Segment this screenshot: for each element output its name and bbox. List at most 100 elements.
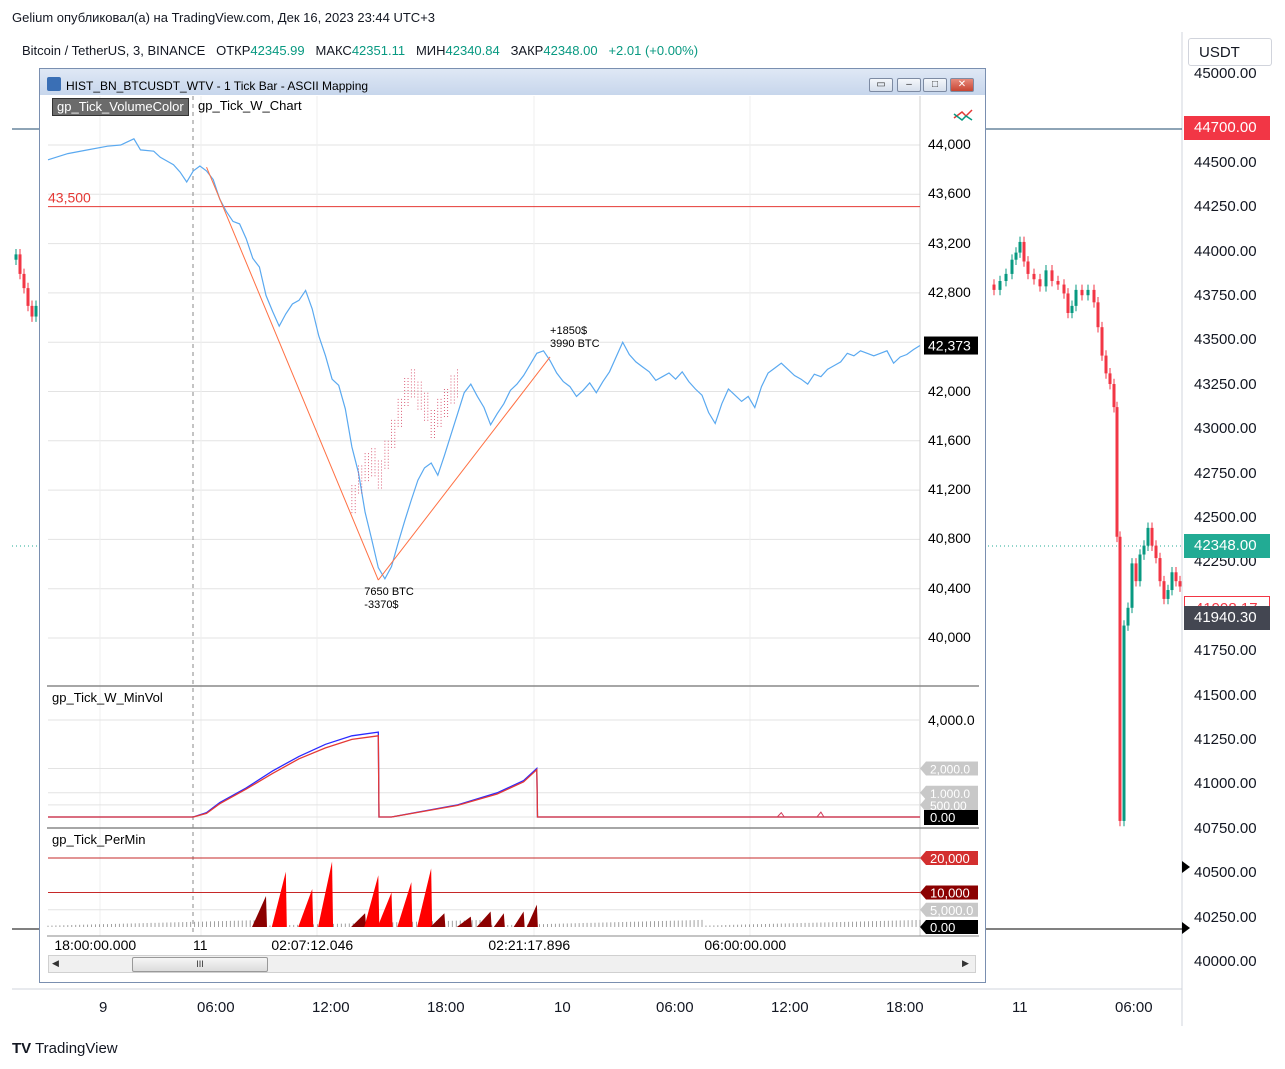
panel-title-permin: gp_Tick_PerMin [52, 832, 146, 847]
time-tick-label: 9 [99, 999, 108, 1016]
permin-spike [298, 889, 314, 927]
trade-annotation: -3370$ [364, 599, 398, 611]
chart-style-icon [953, 109, 973, 119]
permin-spike [513, 911, 525, 927]
window-titlebar[interactable] [40, 69, 985, 95]
candle [1178, 581, 1182, 587]
candle [1074, 289, 1078, 306]
price-tick-label: 42750.00 [1194, 464, 1257, 482]
candle [998, 281, 1002, 290]
permin-spike [456, 916, 472, 927]
indicator-price-tick: 43,200 [928, 234, 971, 251]
permin-spike [493, 913, 505, 927]
trend-line [206, 166, 379, 581]
legend-w-chart[interactable]: gp_Tick_W_Chart [198, 98, 302, 113]
candle [1092, 289, 1096, 303]
candle [1022, 241, 1026, 262]
permin-spike [271, 871, 287, 927]
minvol-tick: 2,000.0 [930, 763, 970, 777]
currency-selector[interactable]: USDT [1188, 38, 1272, 66]
candle [14, 254, 18, 260]
chart-style-icon [953, 113, 973, 121]
candle [1126, 607, 1130, 626]
candle [1044, 270, 1048, 287]
candle [1150, 527, 1154, 546]
low-label: МИН [415, 43, 446, 58]
indicator-price-tick: 40,000 [928, 629, 971, 645]
indicator-price-tick: 41,200 [928, 481, 971, 498]
permin-spike [430, 913, 446, 927]
price-tick-label: 40000.00 [1194, 953, 1257, 970]
minvol-tick: 1,000.0 [930, 787, 970, 801]
change-value: +2.01 (+0.00%) [608, 43, 699, 58]
minvol-tick: 0.00 [930, 810, 955, 825]
indicator-time-tick: 02:07:12.046 [271, 937, 353, 953]
candle [1062, 284, 1066, 294]
price-badge: 42348.00 [1184, 533, 1270, 558]
candle [1122, 625, 1126, 821]
price-tick-label: 40500.00 [1194, 864, 1257, 882]
price-tick-label: 43750.00 [1194, 287, 1257, 304]
price-tick-label: 41000.00 [1194, 775, 1257, 793]
price-tick-label: 40250.00 [1194, 908, 1257, 926]
permin-tick: 20,000 [930, 851, 970, 866]
candle [992, 284, 996, 290]
permin-tag [920, 851, 978, 865]
minvol-tag [920, 761, 978, 776]
permin-spike [252, 895, 267, 927]
candle [18, 254, 22, 274]
high-label: МАКС [315, 43, 352, 58]
candle [1100, 327, 1104, 356]
scroll-left-icon[interactable]: ◀ [52, 958, 59, 968]
price-scale-arrow [1182, 922, 1190, 934]
open-label: ОТКР [216, 43, 251, 58]
permin-spike [351, 913, 367, 927]
horizontal-scrollbar[interactable] [48, 955, 976, 973]
scrollbar-thumb[interactable]: III [132, 957, 268, 972]
candle [1104, 355, 1108, 374]
minvol-tag [920, 797, 978, 812]
open-value: 42345.99 [250, 43, 305, 58]
time-tick-label: 11 [1012, 999, 1028, 1016]
candle [1018, 241, 1022, 253]
candle [1038, 279, 1042, 287]
indicator-price-tick: 40,400 [928, 579, 971, 596]
permin-spike [417, 868, 433, 927]
indicator-time-tick: 18:00:00.000 [54, 937, 136, 953]
window-app-icon [47, 77, 61, 91]
candle [1004, 273, 1008, 282]
last-price-tag [924, 336, 978, 355]
low-value: 42340.84 [445, 43, 500, 58]
restore-icon[interactable]: ▭ [869, 78, 893, 92]
publisher-line: Gelium опубликовал(а) на TradingView.com… [12, 10, 436, 25]
price-tick-label: 41750.00 [1194, 642, 1257, 660]
candle [1080, 289, 1084, 296]
price-line [47, 138, 921, 581]
scroll-right-icon[interactable]: ▶ [962, 958, 969, 968]
tradingview-logo: TV TradingView [12, 1040, 118, 1057]
legend-volumecolor[interactable]: gp_Tick_VolumeColor [52, 98, 189, 116]
candle [1010, 259, 1014, 274]
candle [26, 288, 30, 306]
symbol-name: Bitcoin / TetherUS, 3, BINANCE [22, 43, 206, 58]
candle [1050, 270, 1054, 282]
time-tick-label: 06:00 [197, 999, 235, 1016]
permin-spike [377, 892, 393, 927]
candle [22, 273, 26, 289]
candle [1174, 572, 1178, 582]
minvol-series-line [48, 731, 920, 818]
price-tick-label: 43500.00 [1194, 331, 1257, 349]
level-label: 43,500 [48, 190, 91, 206]
candle [34, 305, 38, 317]
minvol-blip [776, 811, 785, 818]
permin-spike [364, 875, 380, 927]
last-price-label: 42,373 [928, 338, 971, 354]
close-icon[interactable]: ✕ [950, 78, 974, 92]
symbol-header: Bitcoin / TetherUS, 3, BINANCE ОТКР42345… [22, 43, 698, 58]
maximize-icon[interactable]: □ [923, 78, 947, 92]
price-tick-label: 41500.00 [1194, 686, 1257, 704]
minimize-icon[interactable]: – [897, 78, 921, 92]
permin-spike [476, 911, 492, 927]
panel-title-minvol: gp_Tick_W_MinVol [52, 690, 163, 705]
